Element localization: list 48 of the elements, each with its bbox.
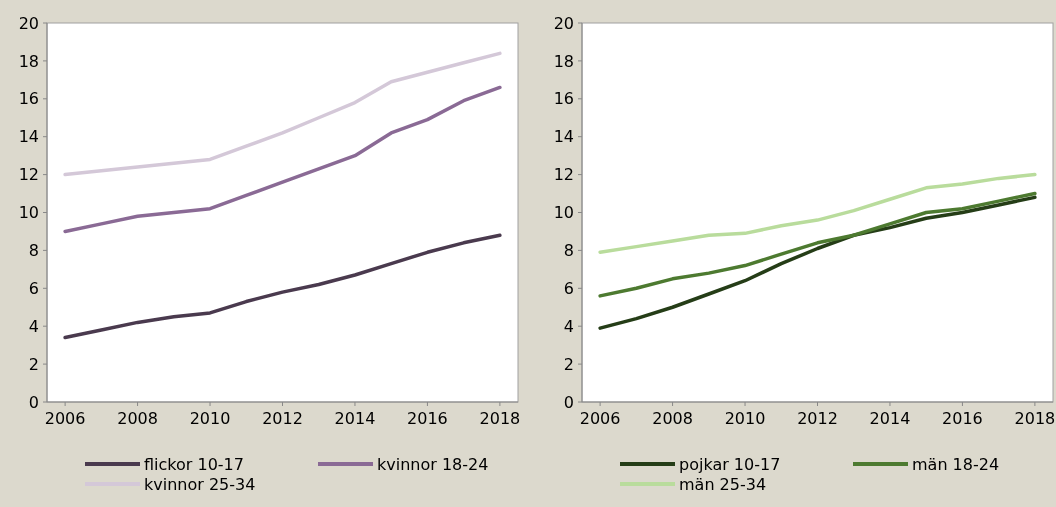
y-tick-label: 0 (28, 392, 39, 412)
x-tick-label: 2010 (724, 409, 766, 428)
x-tick-label: 2012 (262, 409, 303, 428)
y-tick-label: 2 (28, 354, 39, 374)
x-tick-label: 2006 (44, 409, 86, 428)
y-tick-label: 18 (18, 51, 39, 71)
x-tick-label: 2016 (407, 409, 448, 428)
line-series (63, 85, 502, 234)
line-series (63, 233, 502, 340)
legend-label: män 25-34 (679, 474, 767, 494)
y-tick-label: 12 (553, 165, 574, 185)
y-tick-label: 0 (563, 392, 574, 412)
legend-label: flickor 10-17 (144, 454, 244, 474)
y-tick-label: 10 (18, 203, 39, 223)
line-series (598, 191, 1037, 298)
line-series (598, 195, 1037, 330)
y-tick-label: 12 (18, 165, 39, 185)
legend-label: pojkar 10-17 (679, 454, 781, 474)
y-tick-label: 8 (28, 241, 39, 260)
line-series (598, 172, 1037, 255)
y-tick-label: 14 (18, 127, 39, 147)
y-tick-label: 20 (18, 13, 39, 33)
y-tick-label: 6 (563, 278, 574, 298)
x-tick-label: 2012 (797, 409, 838, 428)
x-tick-label: 2018 (479, 409, 521, 428)
y-tick-label: 2 (563, 354, 574, 374)
line-series (63, 51, 502, 177)
y-tick-label: 6 (28, 278, 39, 298)
y-tick-label: 4 (563, 316, 574, 336)
y-tick-label: 10 (553, 203, 574, 223)
x-tick-label: 2008 (117, 409, 158, 428)
y-tick-label: 14 (553, 127, 574, 147)
x-tick-label: 2016 (942, 409, 983, 428)
legend-label: kvinnor 18-24 (377, 454, 489, 474)
x-tick-label: 2014 (869, 409, 911, 428)
y-tick-label: 18 (553, 51, 574, 71)
y-tick-label: 8 (563, 241, 574, 260)
legend-label: kvinnor 25-34 (144, 474, 256, 494)
x-tick-label: 2018 (1014, 409, 1056, 428)
y-tick-label: 16 (553, 89, 574, 109)
x-tick-label: 2010 (189, 409, 231, 428)
y-tick-label: 16 (18, 89, 39, 109)
x-tick-label: 2006 (579, 409, 621, 428)
y-tick-label: 4 (28, 316, 39, 336)
y-tick-label: 20 (553, 13, 574, 33)
x-tick-label: 2014 (334, 409, 376, 428)
x-tick-label: 2008 (652, 409, 693, 428)
legend-label: män 18-24 (912, 454, 1000, 474)
